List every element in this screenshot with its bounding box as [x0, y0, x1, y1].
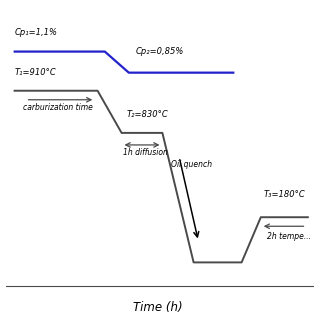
Text: Cp₂=0,85%: Cp₂=0,85% [136, 47, 184, 56]
Text: 2h tempe...: 2h tempe... [267, 232, 311, 241]
Text: 1h diffusion: 1h diffusion [123, 148, 168, 157]
Text: T₃=180°C: T₃=180°C [263, 190, 305, 199]
Text: T₂=830°C: T₂=830°C [126, 110, 168, 119]
Text: Cp₁=1,1%: Cp₁=1,1% [15, 28, 58, 36]
Text: carburization time: carburization time [23, 103, 93, 112]
Text: Oil quench: Oil quench [171, 160, 212, 169]
Text: T₁=910°C: T₁=910°C [15, 68, 57, 77]
Text: Time (h): Time (h) [133, 301, 182, 314]
